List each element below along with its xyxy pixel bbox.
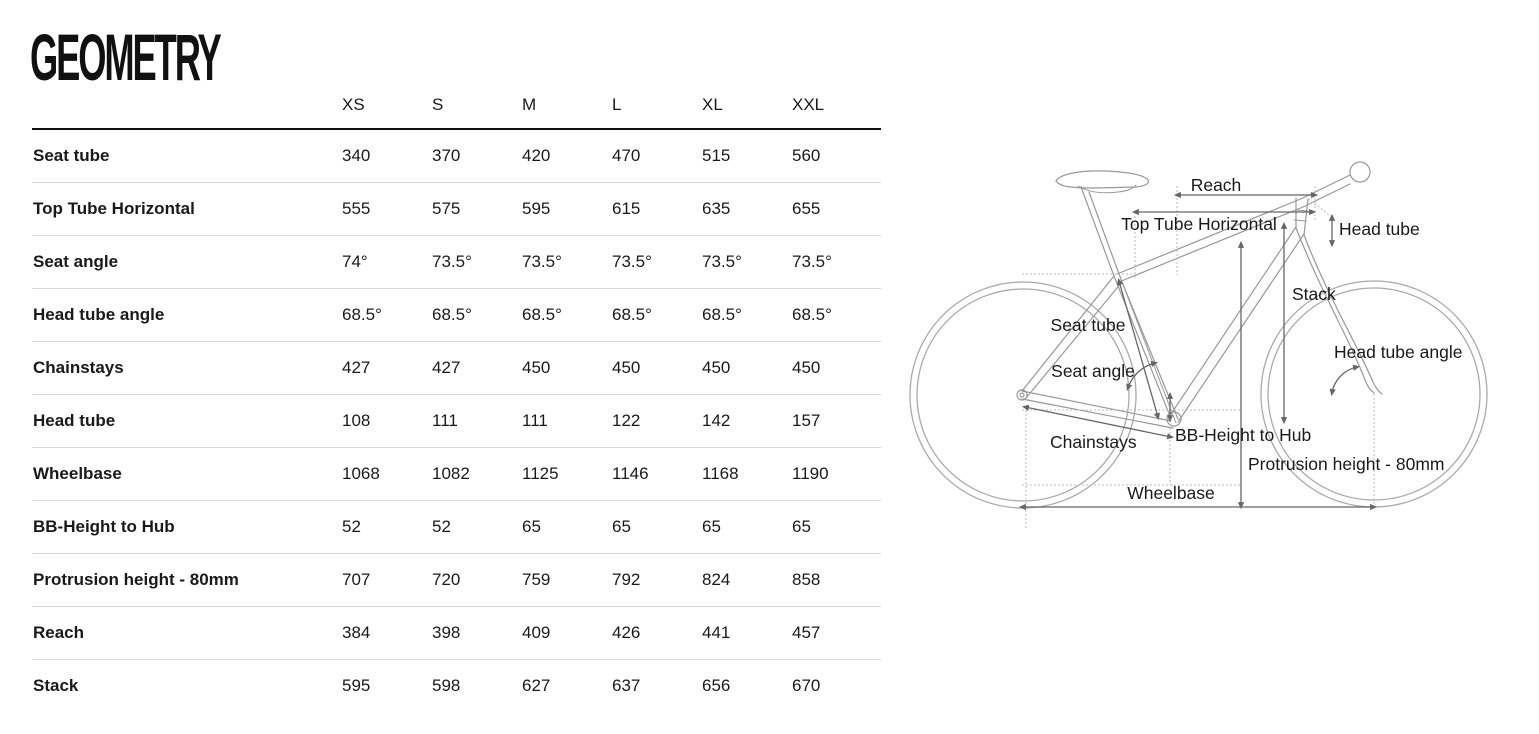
svg-text:Seat tube: Seat tube bbox=[1051, 315, 1126, 335]
svg-text:BB-Height to Hub: BB-Height to Hub bbox=[1175, 425, 1311, 445]
svg-text:Wheelbase: Wheelbase bbox=[1127, 483, 1215, 503]
svg-text:Top Tube Horizontal: Top Tube Horizontal bbox=[1121, 214, 1277, 234]
svg-text:Reach: Reach bbox=[1191, 175, 1242, 195]
svg-text:Protrusion height - 80mm: Protrusion height - 80mm bbox=[1248, 454, 1444, 474]
svg-text:Head tube: Head tube bbox=[1339, 219, 1420, 239]
svg-text:Head tube angle: Head tube angle bbox=[1334, 342, 1462, 362]
svg-text:Seat angle: Seat angle bbox=[1051, 361, 1135, 381]
svg-text:Stack: Stack bbox=[1292, 284, 1336, 304]
svg-text:Chainstays: Chainstays bbox=[1050, 432, 1137, 452]
